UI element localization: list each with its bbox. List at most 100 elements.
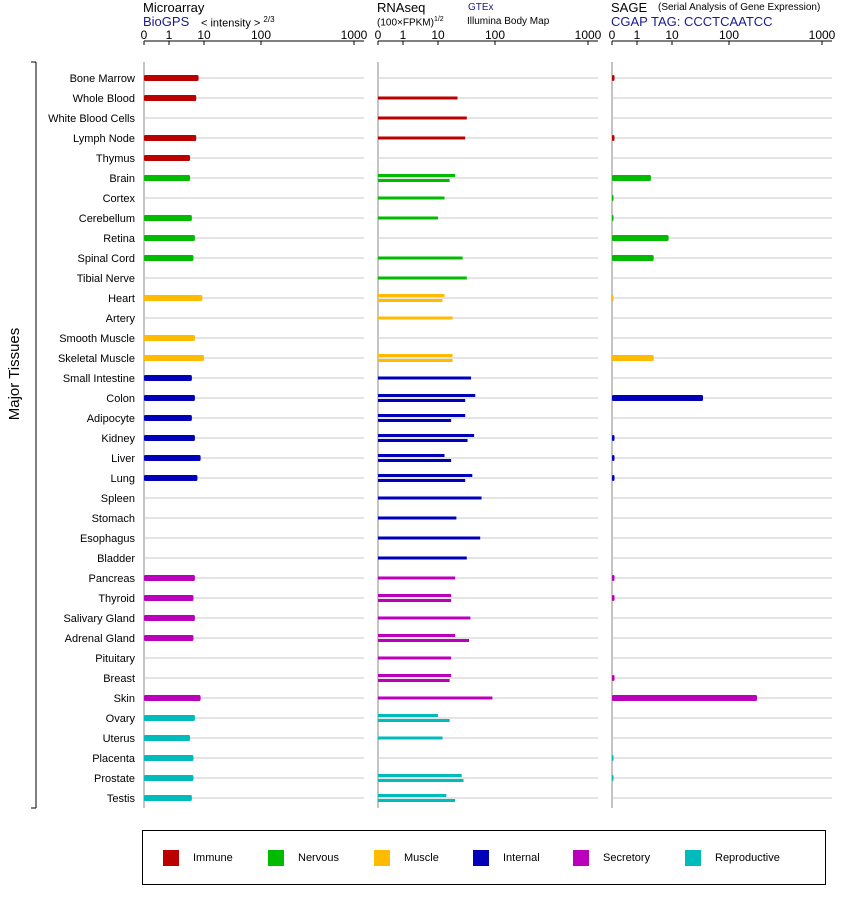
bar xyxy=(378,616,471,620)
bar xyxy=(378,496,482,500)
tissue-labels: Bone Marrow Whole Blood White Blood Cells L… xyxy=(48,73,136,805)
microarray-source: BioGPS xyxy=(143,14,190,29)
bar xyxy=(144,635,194,641)
bar xyxy=(378,299,443,302)
bar xyxy=(378,136,466,140)
bar xyxy=(144,595,194,601)
legend-swatch xyxy=(573,850,589,866)
bar xyxy=(612,255,654,261)
sage-subtitle: (Serial Analysis of Gene Expression) xyxy=(658,2,821,13)
bar xyxy=(144,395,195,401)
microarray-title: Microarray xyxy=(143,0,205,15)
tissue-label: Breast xyxy=(103,673,135,685)
bar xyxy=(378,294,445,297)
sage-title: SAGE xyxy=(611,0,648,15)
legend-item-muscle: Muscle xyxy=(374,850,439,866)
tissue-label: Brain xyxy=(109,173,135,185)
x-tick-label: 100 xyxy=(485,28,505,42)
bar xyxy=(144,695,201,701)
legend-label: Reproductive xyxy=(715,852,780,864)
tissue-label: Pituitary xyxy=(95,653,135,665)
bar xyxy=(378,474,473,477)
x-tick-label: 100 xyxy=(251,28,271,42)
bar xyxy=(612,175,651,181)
bar xyxy=(144,335,195,341)
x-tick-label: 10 xyxy=(197,28,211,42)
bar xyxy=(144,295,203,301)
legend: Immune Nervous Muscle Internal Secretory… xyxy=(142,830,826,885)
bar xyxy=(378,376,472,380)
bar xyxy=(378,556,467,560)
legend-swatch xyxy=(374,850,390,866)
bar xyxy=(144,155,191,161)
legend-swatch xyxy=(473,850,489,866)
legend-swatch xyxy=(163,850,179,866)
rnaseq-unit: (100×FPKM)1/2 xyxy=(377,16,444,29)
bar xyxy=(144,755,194,761)
bar xyxy=(144,415,192,421)
y-axis-label: Major Tissues xyxy=(6,328,23,421)
bar xyxy=(612,475,615,481)
bar xyxy=(378,439,468,442)
x-tick-label: 1 xyxy=(400,28,407,42)
tissue-label: Cerebellum xyxy=(79,213,135,225)
bar xyxy=(612,755,614,761)
legend-item-reproductive: Reproductive xyxy=(685,850,780,866)
bar xyxy=(144,775,194,781)
bar xyxy=(378,799,456,802)
bar xyxy=(612,135,615,141)
bar xyxy=(378,179,450,182)
bar xyxy=(378,459,452,462)
tissue-label: Adipocyte xyxy=(87,413,135,425)
tissue-label: Ovary xyxy=(106,713,136,725)
bar xyxy=(378,536,481,540)
bar xyxy=(378,679,450,682)
bar xyxy=(144,175,191,181)
bar xyxy=(378,354,453,357)
rnaseq-source-gtex: GTEx xyxy=(468,2,494,13)
bar xyxy=(144,435,195,441)
bar xyxy=(378,359,453,362)
panel-microarray: 0 1 10 100 1000 xyxy=(141,28,368,808)
x-tick-label: 0 xyxy=(609,28,616,42)
rnaseq-source-illumina: Illumina Body Map xyxy=(467,16,550,27)
bar xyxy=(612,675,615,681)
bar xyxy=(144,135,197,141)
bar xyxy=(612,695,757,701)
bar xyxy=(144,215,192,221)
bar xyxy=(378,116,467,120)
bar xyxy=(378,316,453,320)
bar xyxy=(378,96,458,100)
bar xyxy=(144,475,198,481)
bar xyxy=(612,75,615,81)
panel-sage: 0 1 10 100 1000 xyxy=(609,28,836,808)
tissue-label: Heart xyxy=(108,293,135,305)
bar xyxy=(378,774,462,777)
panels: 0 1 10 100 1000 0 1 10 100 1000 0 1 10 100 1000 xyxy=(141,28,836,808)
bar xyxy=(378,216,438,220)
legend-label: Secretory xyxy=(603,852,651,864)
tissue-label: Bladder xyxy=(97,553,135,565)
bar xyxy=(612,295,614,301)
tissue-label: Prostate xyxy=(94,773,135,785)
bar xyxy=(144,75,199,81)
bar xyxy=(612,195,614,201)
bar xyxy=(378,419,452,422)
major-tissues-bracket xyxy=(31,61,37,809)
bar xyxy=(144,735,191,741)
bar xyxy=(144,575,195,581)
tissue-label: Stomach xyxy=(92,513,135,525)
bar xyxy=(378,576,456,580)
x-tick-label: 10 xyxy=(665,28,679,42)
tissue-label: Cortex xyxy=(103,193,136,205)
legend-item-internal: Internal xyxy=(473,850,540,866)
bar xyxy=(378,276,467,280)
tissue-label: Bone Marrow xyxy=(70,73,135,85)
x-tick-label: 1000 xyxy=(575,28,602,42)
bar xyxy=(378,634,456,637)
bar xyxy=(612,215,614,221)
tissue-label: White Blood Cells xyxy=(48,113,135,125)
bar xyxy=(378,594,452,597)
bar xyxy=(378,479,466,482)
